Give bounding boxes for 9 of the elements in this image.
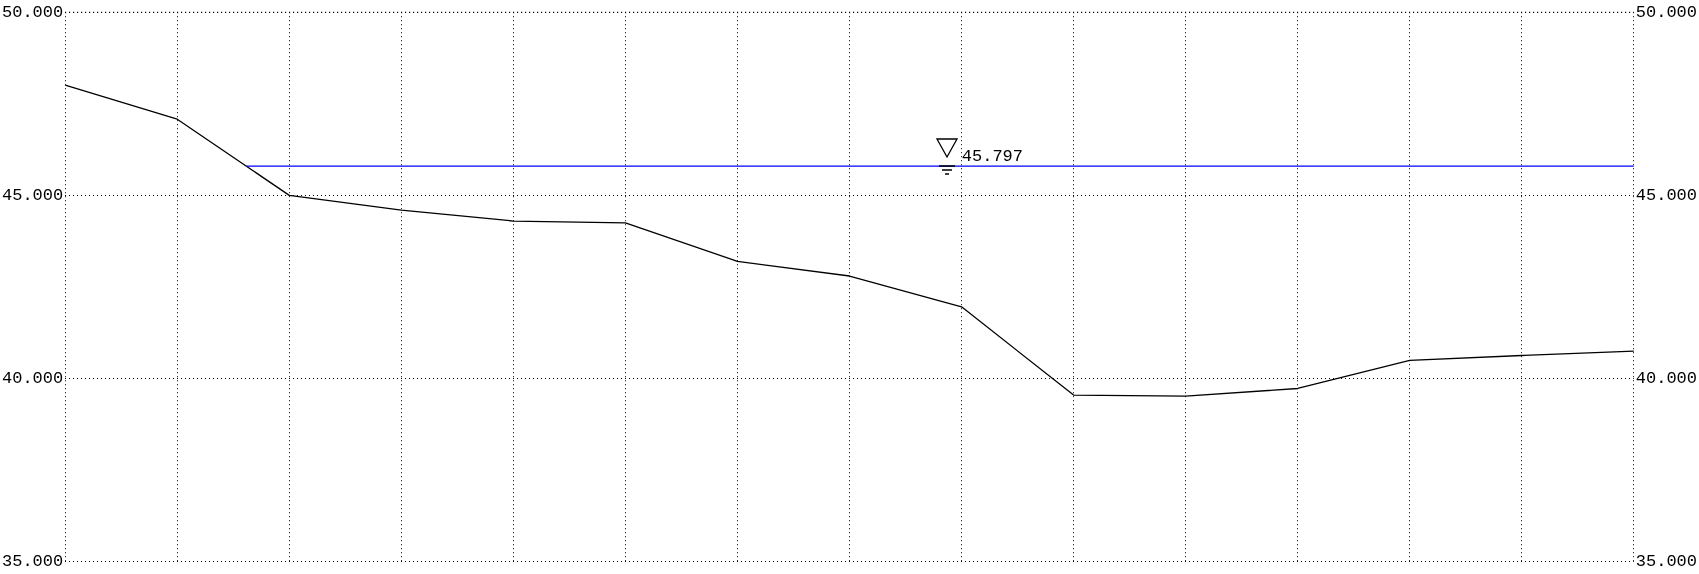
y-tick-label: 50.000 [1, 2, 64, 22]
y2-tick-label: 40.000 [1635, 369, 1698, 389]
y-tick-label: 40.000 [1, 369, 64, 389]
y-tick-label: 35.000 [1, 552, 64, 572]
y-tick-label: 45.000 [1, 185, 64, 205]
y2-tick-label: 35.000 [1635, 552, 1698, 572]
ref-line-label: 45.797 [961, 146, 1023, 166]
y2-tick-label: 50.000 [1635, 2, 1698, 22]
y2-tick-label: 45.000 [1635, 185, 1698, 205]
